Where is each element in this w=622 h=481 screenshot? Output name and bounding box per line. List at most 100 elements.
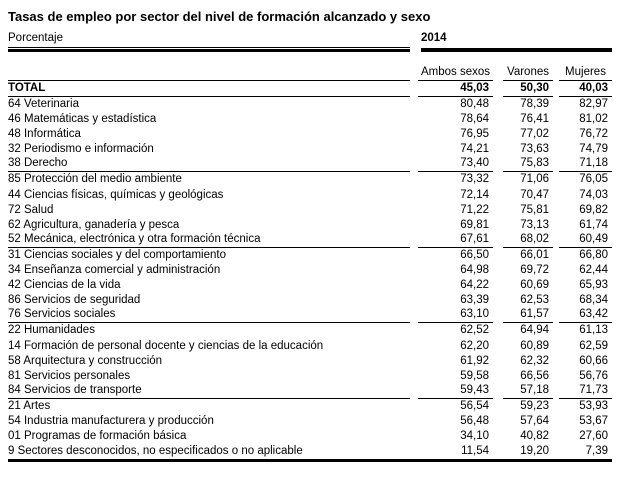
row-value-mujeres: 71,18 [559,156,612,173]
row-value-ambos-sexos: 63,39 [460,294,489,307]
row-value-varones: 69,72 [520,264,549,277]
row-label: 54 Industria manufacturera y producción [8,414,214,427]
row-value-varones: 57,64 [520,414,549,427]
row-value-ambos-sexos: 11,54 [461,445,489,458]
row-value-varones: 19,20 [520,445,549,458]
row-label: 32 Periodismo e información [8,143,154,156]
row-value-varones: 60,69 [520,279,549,292]
row-value-mujeres: 63,42 [559,307,612,324]
unit-block: Porcentaje [8,31,410,52]
row-value-ambos-sexos: 64,22 [460,279,489,292]
row-value-mujeres: 62,59 [579,339,608,352]
row-value-ambos-sexos: 63,10 [418,307,493,324]
row-value-ambos-sexos: 61,92 [460,354,489,367]
table-row: 86 Servicios de seguridad 63,39 62,53 68,34 [8,293,612,308]
row-value-ambos-sexos: 62,20 [460,339,489,352]
period-block: 2014 [421,31,612,52]
table-row: 38 Derecho 73,40 75,83 71,18 [8,156,612,173]
table-row: 46 Matemáticas y estadística 78,64 76,41 81… [8,112,612,127]
table-row: 22 Humanidades 62,52 64,94 61,13 [8,323,612,338]
row-value-mujeres: 74,79 [579,143,608,156]
row-value-ambos-sexos: 71,22 [460,203,489,216]
period-rule [421,48,612,52]
row-value-varones: 78,39 [520,98,549,110]
row-value-varones: 64,94 [520,324,549,337]
column-header-ambos-sexos: Ambos sexos [418,65,493,81]
table-row: 01 Programas de formación básica 34,10 40,… [8,429,612,444]
row-label: 42 Ciencias de la vida [8,279,121,292]
table-row: 72 Salud 71,22 75,81 69,82 [8,203,612,218]
row-value-ambos-sexos: 59,43 [418,383,493,399]
row-label: 76 Servicios sociales [8,307,410,324]
row-value-ambos-sexos: 69,81 [460,218,489,231]
row-label: 62 Agricultura, ganadería y pesca [8,218,180,231]
data-table: Ambos sexos Varones Mujeres TOTAL 45,03 … [8,65,612,463]
row-value-mujeres: 68,34 [579,294,608,307]
row-value-ambos-sexos: 67,61 [418,232,493,248]
row-value-varones: 73,13 [520,218,549,231]
row-value-mujeres: 66,80 [579,248,608,261]
row-label: 46 Matemáticas y estadística [8,113,157,126]
row-value-ambos-sexos: 59,58 [460,369,489,382]
row-value-varones: 71,06 [520,173,549,186]
row-value-mujeres: 56,76 [579,369,608,382]
row-value-mujeres: 60,66 [579,354,608,367]
table-row: 9 Sectores desconocidos, no especificado… [8,444,612,459]
row-value-mujeres: 82,97 [579,98,608,110]
row-value-mujeres: 61,74 [579,218,608,231]
row-label: 44 Ciencias físicas, químicas y geológic… [8,188,224,201]
row-value-varones: 66,56 [520,369,549,382]
row-value-ambos-sexos: 74,21 [460,143,489,156]
row-value-mujeres: 81,02 [579,113,608,126]
row-value-varones: 75,81 [520,203,549,216]
table-body: 64 Veterinaria 80,48 78,39 82,97 46 Matemáti… [8,97,612,459]
total-value-mujeres: 40,03 [559,81,612,97]
row-label: 85 Protección del medio ambiente [8,173,182,186]
row-value-varones: 70,47 [520,188,549,201]
row-value-varones: 68,02 [503,232,553,248]
table-row: 32 Periodismo e información 74,21 73,63 74,… [8,142,612,157]
row-value-varones: 40,82 [520,430,549,443]
row-value-varones: 76,41 [520,113,549,126]
row-value-varones: 62,53 [520,294,549,307]
row-value-mujeres: 7,39 [585,445,608,458]
row-value-varones: 75,83 [503,156,553,173]
row-value-ambos-sexos: 72,14 [460,188,489,201]
row-value-varones: 73,63 [520,143,549,156]
row-value-varones: 61,57 [503,307,553,324]
row-value-ambos-sexos: 66,50 [460,248,489,261]
total-row: TOTAL 45,03 50,30 40,03 [8,81,612,97]
unit-label: Porcentaje [8,32,63,44]
row-value-ambos-sexos: 56,48 [460,414,489,427]
table-row: 84 Servicios de transporte 59,43 57,18 71,7… [8,384,612,399]
row-label: 52 Mecánica, electrónica y otra formació… [8,232,410,248]
table-row: 31 Ciencias sociales y del comportamient… [8,248,612,263]
row-value-ambos-sexos: 62,52 [460,324,489,337]
column-header-spacer [8,80,410,81]
table-row: 64 Veterinaria 80,48 78,39 82,97 [8,97,612,112]
row-value-ambos-sexos: 76,95 [460,128,489,141]
row-value-varones: 62,32 [520,354,549,367]
row-value-ambos-sexos: 34,10 [460,430,489,443]
column-header-varones: Varones [503,65,553,81]
page-title: Tasas de empleo por sector del nivel de … [8,9,431,24]
table-row: 54 Industria manufacturera y producción 5… [8,414,612,429]
row-value-mujeres: 53,93 [579,399,608,412]
unit-rule [8,47,410,52]
row-value-mujeres: 76,05 [579,173,608,186]
row-label: 22 Humanidades [8,324,95,337]
row-value-ambos-sexos: 80,48 [460,98,489,110]
table-row: 85 Protección del medio ambiente 73,32 71,… [8,172,612,187]
row-value-mujeres: 74,03 [579,188,608,201]
row-value-mujeres: 65,93 [579,279,608,292]
table-row: 21 Artes 56,54 59,23 53,93 [8,399,612,414]
row-label: 34 Enseñanza comercial y administración [8,264,221,277]
table-row: 44 Ciencias físicas, químicas y geológic… [8,188,612,203]
table-row: 62 Agricultura, ganadería y pesca 69,81 73… [8,218,612,233]
row-label: 9 Sectores desconocidos, no especificado… [8,445,303,458]
row-value-ambos-sexos: 78,64 [460,113,489,126]
row-label: 84 Servicios de transporte [8,383,410,399]
row-value-ambos-sexos: 73,40 [418,156,493,173]
row-label: 31 Ciencias sociales y del comportamient… [8,248,226,261]
row-label: 81 Servicios personales [8,369,131,382]
